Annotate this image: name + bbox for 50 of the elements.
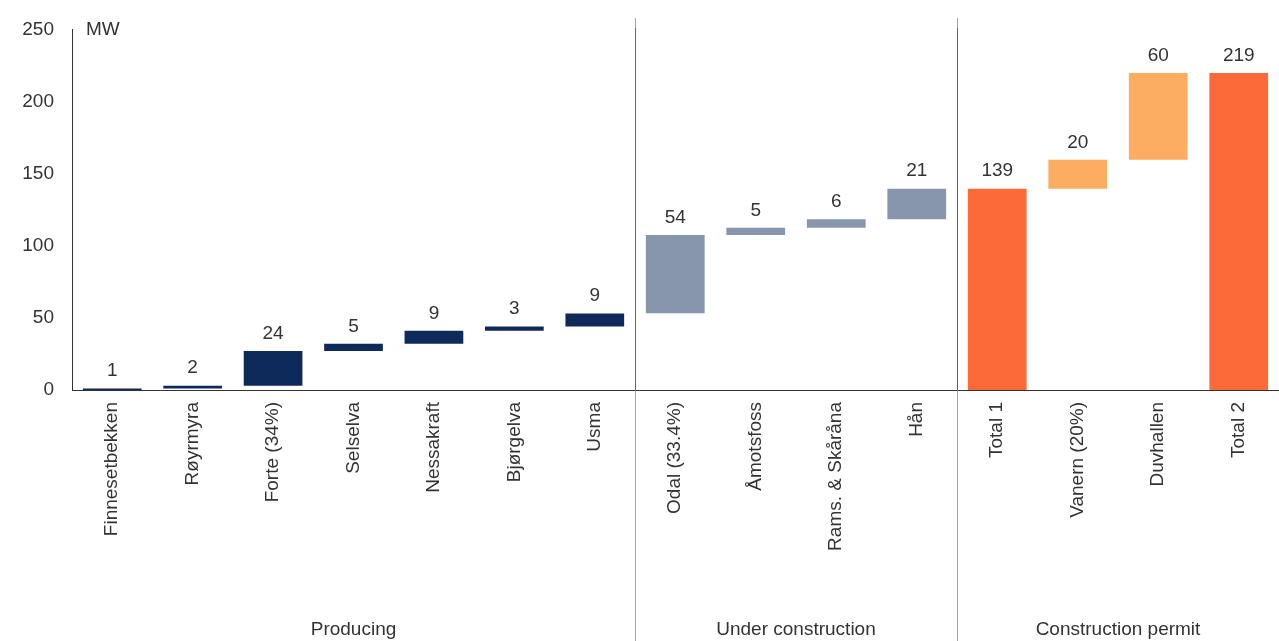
x-tick-label: Total 2 [1226, 402, 1248, 458]
x-tick-label: Total 1 [985, 402, 1007, 458]
data-label: 6 [830, 189, 842, 211]
x-tick-label: Selselva [341, 401, 363, 474]
y-tick-label: 100 [22, 233, 54, 255]
x-tick-label: Åmotsfoss [743, 402, 765, 491]
y-tick-label: 50 [32, 306, 54, 328]
data-label: 2 [187, 356, 198, 378]
data-label: 54 [664, 205, 687, 227]
bar [726, 227, 786, 236]
data-label: 9 [428, 301, 440, 323]
data-label: 1 [106, 359, 118, 381]
x-tick-label: Rams. & Skåråna [824, 401, 846, 551]
x-tick-label: Odal (33.4%) [663, 402, 685, 514]
x-tick-label: Bjørgelva [502, 401, 524, 483]
data-label: 24 [262, 321, 285, 343]
x-axis-title: Producing [310, 617, 397, 639]
data-label: 3 [509, 297, 520, 319]
x-tick-label: Finnesetbekken [100, 402, 122, 537]
y-axis-title: MW [86, 17, 120, 39]
bar [887, 188, 947, 220]
y-tick-label: 150 [22, 161, 54, 183]
bar [485, 326, 544, 331]
data-label: 20 [1067, 130, 1089, 152]
x-tick-label: Forte (34%) [261, 402, 283, 503]
y-tick-label: 0 [43, 378, 54, 400]
x-axis-title: Under construction [716, 617, 876, 639]
data-label: 139 [981, 159, 1014, 181]
bar [243, 351, 303, 386]
x-tick-label: Nessakraft [422, 401, 444, 493]
bar [565, 313, 625, 327]
data-label: 219 [1222, 43, 1255, 65]
bar [806, 219, 866, 228]
y-tick-label: 200 [22, 89, 54, 111]
x-tick-label: Hån [904, 402, 926, 437]
x-tick-label: Duvhallen [1146, 402, 1168, 487]
data-label: 9 [589, 284, 601, 306]
x-tick-label: Vanern (20%) [1065, 402, 1087, 518]
y-tick-label: 250 [22, 17, 54, 39]
bar [163, 385, 222, 389]
x-axis-title: Construction permit [1035, 617, 1202, 639]
data-label: 60 [1147, 43, 1169, 65]
x-tick-label: Røyrmyra [180, 401, 202, 486]
bar [324, 343, 383, 352]
data-label: 21 [906, 159, 928, 181]
data-label: 5 [750, 198, 762, 220]
data-label: 5 [348, 314, 359, 336]
bar [404, 330, 464, 344]
x-tick-label: Usma [583, 401, 605, 452]
bar [645, 235, 705, 314]
